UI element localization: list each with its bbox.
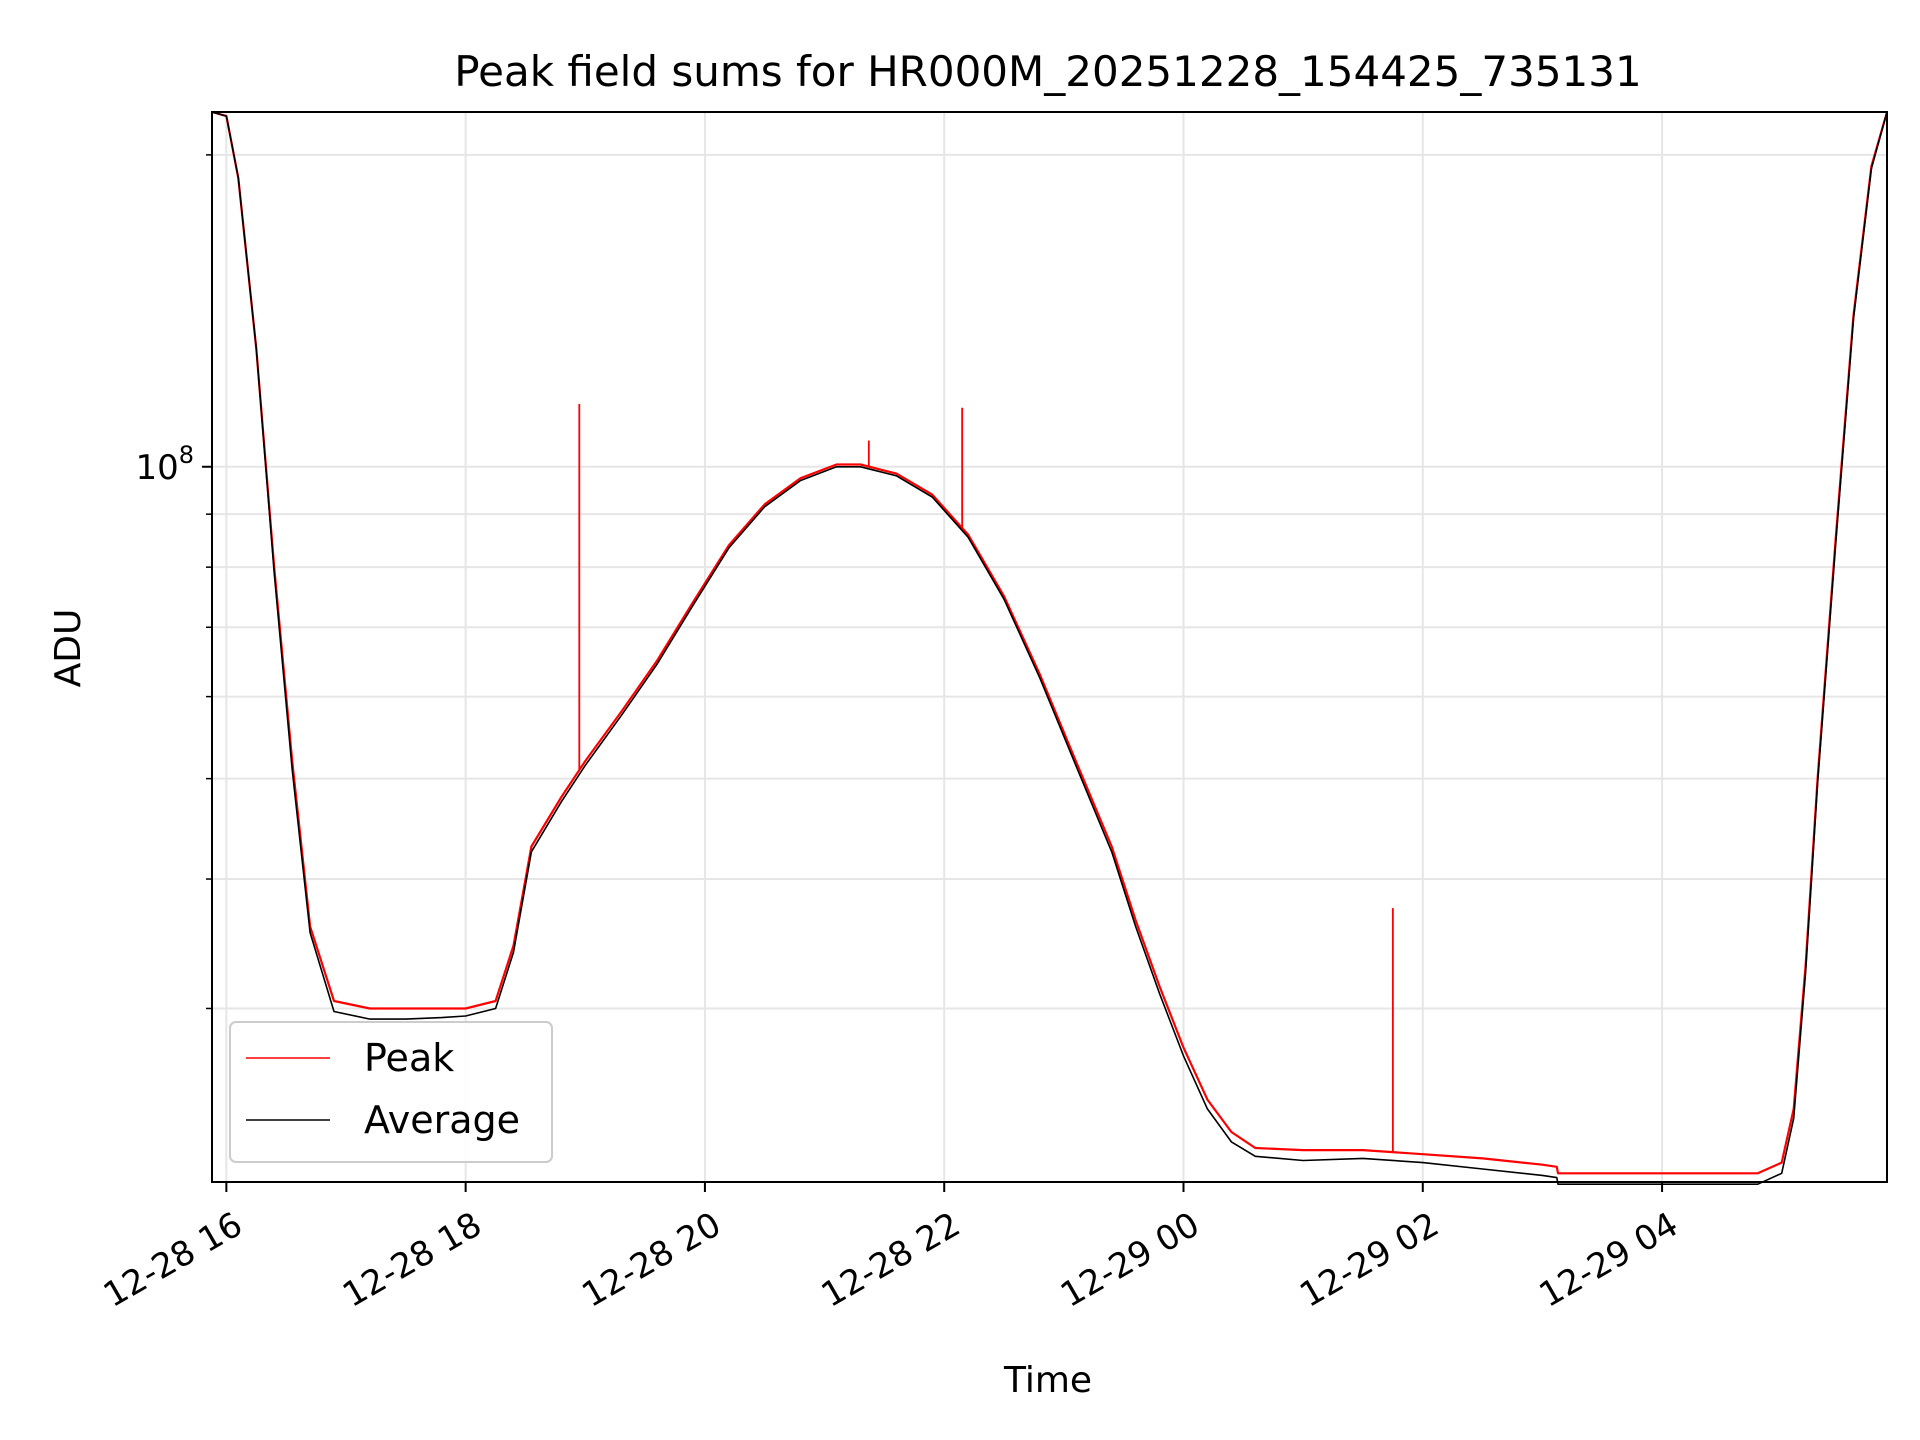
legend-box: [229, 1021, 553, 1163]
y-major-tick-label: 108: [135, 441, 194, 488]
y-axis: 108: [135, 154, 212, 1010]
series-line-peak: [211, 110, 1889, 1175]
legend-label-peak: Peak: [364, 1036, 454, 1080]
plot-frame: [211, 111, 1888, 1183]
y-axis-label: ADU: [48, 609, 89, 688]
series-layer: [211, 110, 1889, 1185]
x-axis-label: Time: [1003, 1360, 1092, 1401]
legend: Peak Average: [229, 1021, 553, 1163]
legend-label-average: Average: [364, 1098, 520, 1142]
chart-title: Peak field sums for HR000M_20251228_1544…: [454, 47, 1641, 96]
series-line-average: [211, 111, 1888, 1185]
